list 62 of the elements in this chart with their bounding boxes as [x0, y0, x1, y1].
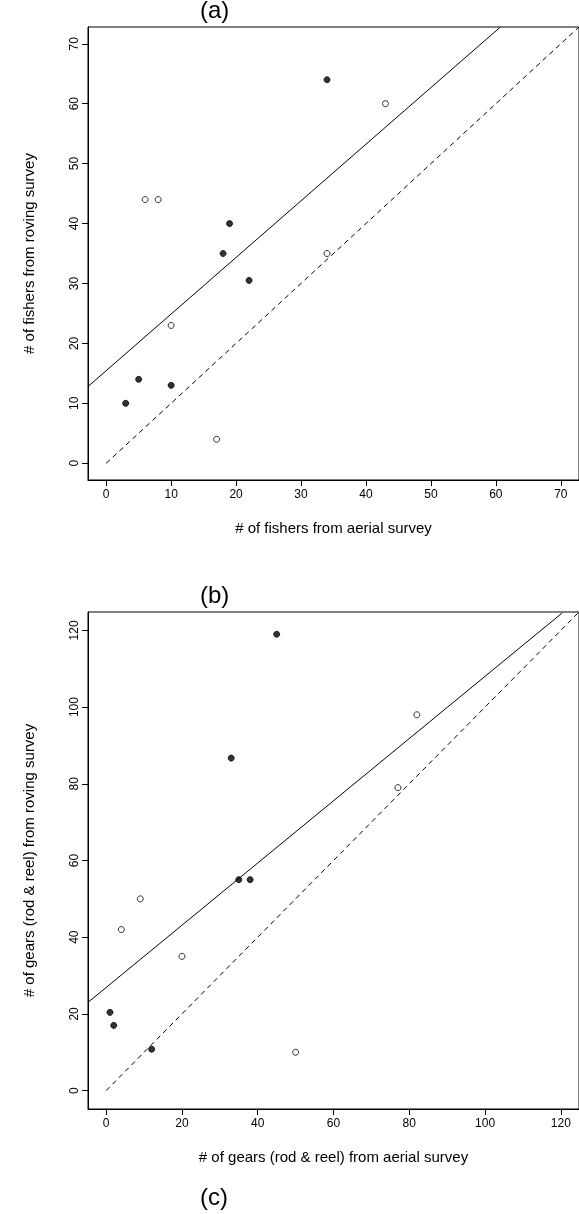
x-tick-label: 80	[402, 1116, 417, 1130]
point	[213, 435, 221, 443]
x-tick-label: 20	[175, 1116, 189, 1130]
y-tick-label: 0	[67, 1086, 81, 1094]
x-tick-label: 40	[251, 1116, 265, 1130]
x-axis-title: # of gears (rod & reel) from aerial survey	[198, 1148, 469, 1165]
y-tick-label: 60	[67, 96, 81, 111]
point	[167, 381, 175, 389]
point	[226, 220, 234, 228]
point	[122, 399, 130, 407]
y-tick-label: 50	[67, 156, 81, 171]
point	[141, 196, 149, 204]
point	[148, 1045, 156, 1053]
point	[117, 926, 125, 934]
y-tick-label: 80	[67, 776, 81, 791]
y-tick-label: 60	[67, 853, 81, 868]
y-axis-title: # of gears (rod & reel) from roving survey	[20, 723, 37, 998]
x-tick-label: 100	[475, 1116, 496, 1130]
x-tick-label: 30	[294, 487, 309, 501]
point	[381, 100, 389, 108]
point	[413, 711, 421, 719]
x-tick-label: 10	[164, 487, 179, 501]
y-tick-label: 0	[67, 459, 81, 467]
x-tick-label: 0	[102, 487, 110, 501]
text: (b)	[200, 580, 230, 608]
y-tick-label: 20	[67, 336, 81, 351]
text: (a)	[200, 0, 230, 23]
y-tick-label: 100	[67, 696, 81, 718]
x-tick-label: 60	[326, 1116, 341, 1130]
point	[154, 196, 162, 204]
y-tick-label: 120	[67, 620, 81, 641]
y-tick-label: 30	[67, 276, 81, 291]
point	[167, 321, 175, 329]
x-tick-label: 40	[359, 487, 373, 501]
x-tick-label: 0	[102, 1116, 110, 1130]
point	[110, 1021, 118, 1029]
y-tick-label: 40	[67, 216, 81, 231]
point	[135, 375, 143, 383]
y-tick-label: 10	[67, 396, 81, 410]
point	[227, 754, 235, 762]
x-axis-title: # of fishers from aerial survey	[235, 519, 433, 536]
x-tick-label: 50	[424, 487, 438, 501]
point	[292, 1048, 300, 1056]
y-axis-title: # of fishers from roving survey	[20, 152, 37, 354]
y-tick-label: 20	[67, 1006, 81, 1021]
point	[178, 952, 186, 960]
y-tick-label: 70	[67, 36, 81, 51]
point	[394, 784, 402, 792]
point	[219, 250, 227, 257]
point	[136, 895, 144, 903]
x-tick-label: 60	[489, 487, 503, 501]
point	[246, 876, 254, 884]
point	[323, 76, 331, 84]
x-tick-label: 20	[229, 487, 244, 501]
point	[106, 1008, 114, 1016]
text: (c)	[200, 1182, 228, 1210]
point	[273, 630, 281, 638]
point	[323, 250, 331, 257]
x-tick-label: 70	[554, 487, 568, 501]
x-tick-label: 120	[550, 1116, 572, 1130]
y-tick-label: 40	[67, 930, 81, 944]
point	[245, 276, 253, 284]
